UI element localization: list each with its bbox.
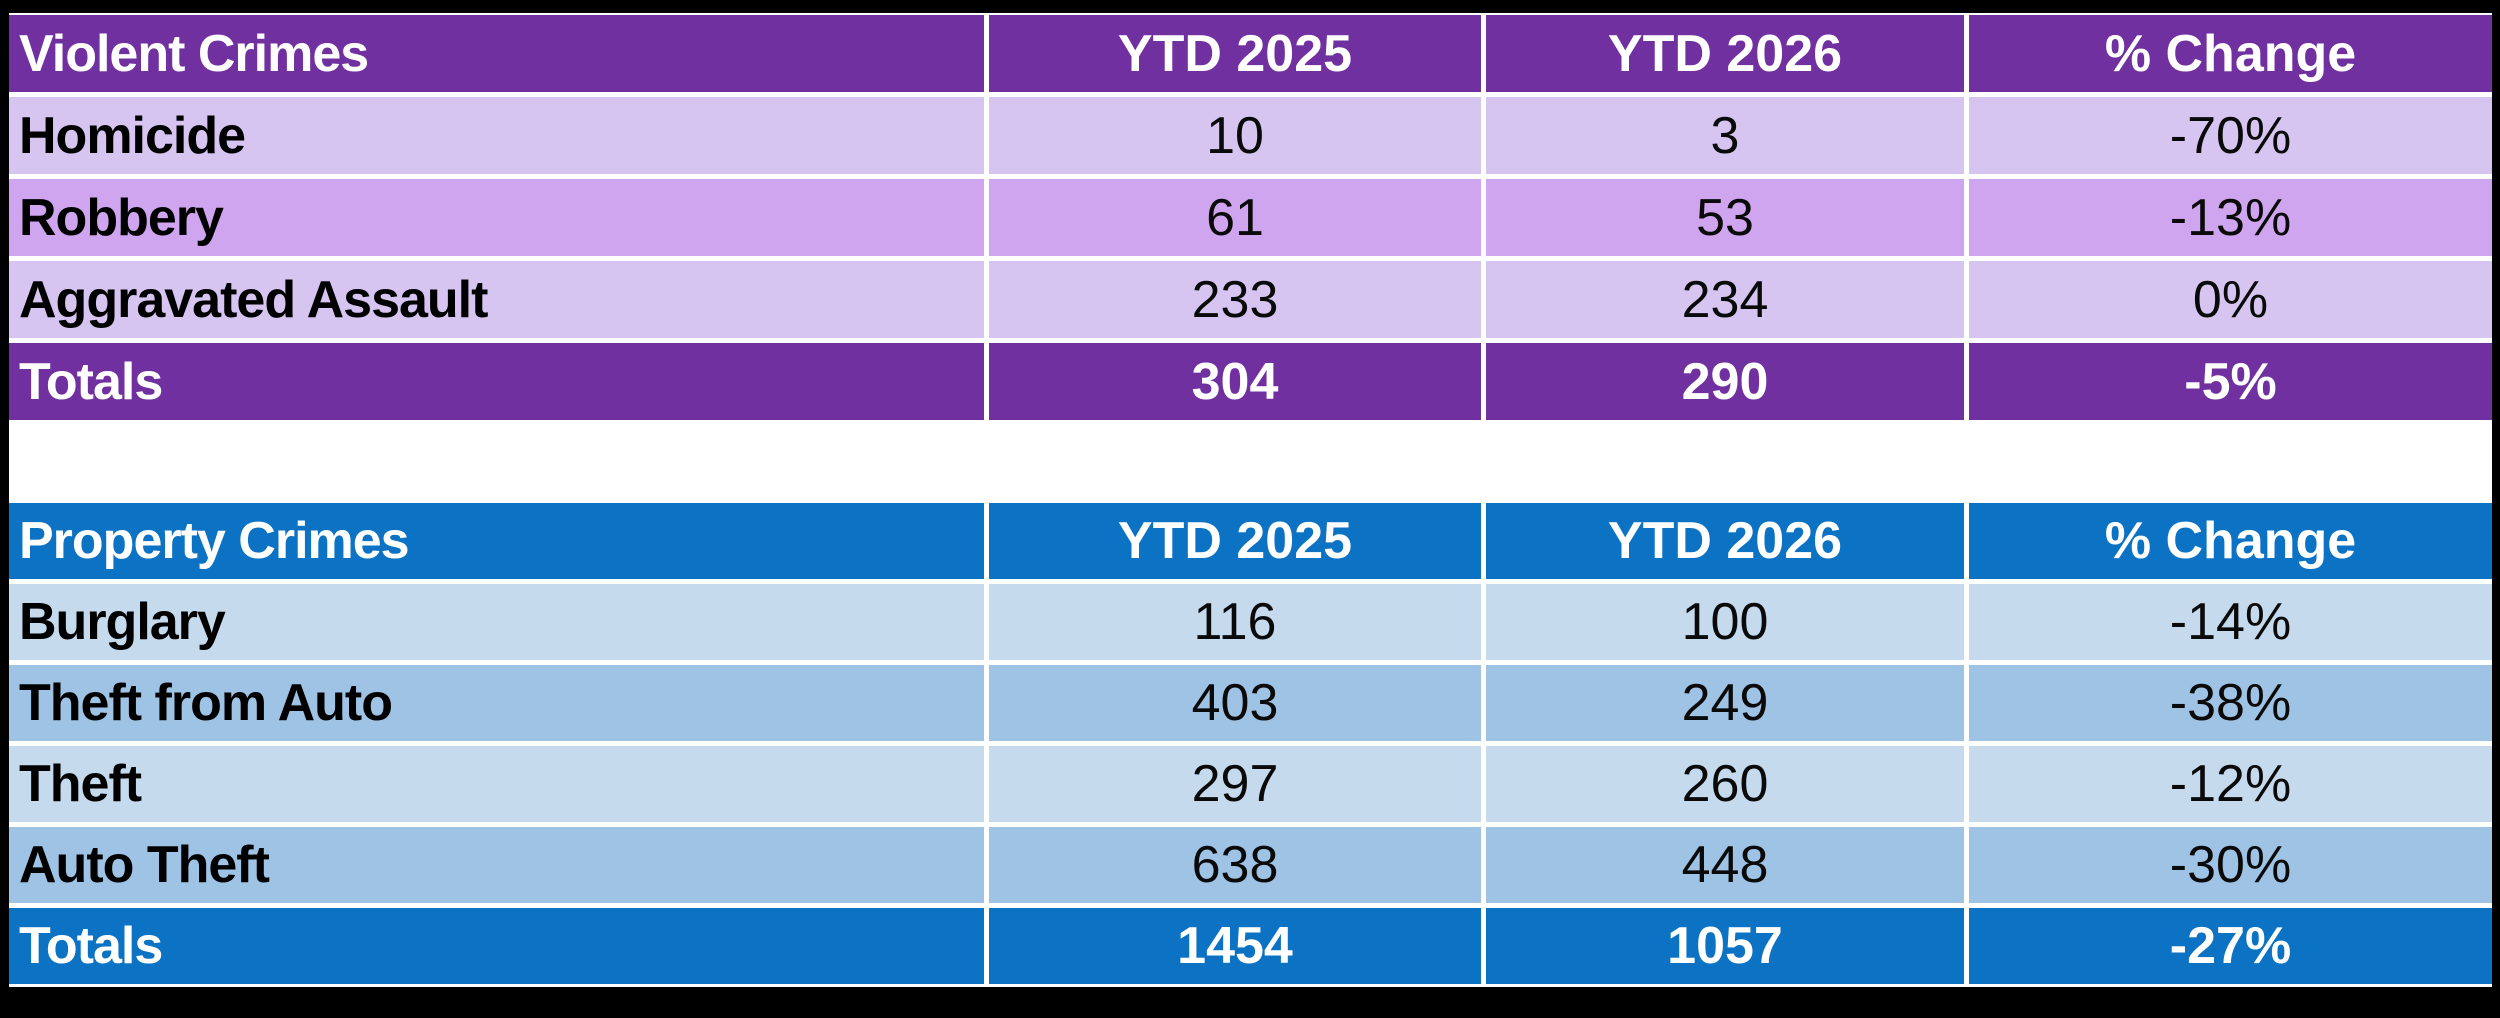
violent-totals-ytd-2025: 304 <box>989 343 1481 420</box>
property-totals-ytd-2025: 1454 <box>989 908 1481 984</box>
theft-pct-change: -12% <box>1969 746 2492 822</box>
property-totals-ytd-2026: 1057 <box>1486 908 1964 984</box>
homicide-label: Homicide <box>9 97 984 174</box>
violent-totals-label: Totals <box>9 343 984 420</box>
robbery-pct-change: -13% <box>1969 179 2492 256</box>
burglary-pct-change: -14% <box>1969 584 2492 660</box>
theft-from-auto-pct-change: -38% <box>1969 665 2492 741</box>
violent-crimes-table: Violent Crimes YTD 2025 YTD 2026 % Chang… <box>9 15 2492 420</box>
theft-from-auto-ytd-2026: 249 <box>1486 665 1964 741</box>
aggravated-assault-ytd-2026: 234 <box>1486 261 1964 338</box>
theft-ytd-2026: 260 <box>1486 746 1964 822</box>
theft-label: Theft <box>9 746 984 822</box>
robbery-ytd-2026: 53 <box>1486 179 1964 256</box>
property-header-ytd-2025: YTD 2025 <box>989 503 1481 579</box>
auto-theft-ytd-2026: 448 <box>1486 827 1964 903</box>
homicide-ytd-2025: 10 <box>989 97 1481 174</box>
aggravated-assault-pct-change: 0% <box>1969 261 2492 338</box>
auto-theft-pct-change: -30% <box>1969 827 2492 903</box>
burglary-ytd-2026: 100 <box>1486 584 1964 660</box>
property-header-pct-change: % Change <box>1969 503 2492 579</box>
property-crimes-table: Property Crimes YTD 2025 YTD 2026 % Chan… <box>9 503 2492 984</box>
violent-table-title: Violent Crimes <box>9 15 984 92</box>
theft-ytd-2025: 297 <box>989 746 1481 822</box>
auto-theft-label: Auto Theft <box>9 827 984 903</box>
aggravated-assault-ytd-2025: 233 <box>989 261 1481 338</box>
burglary-label: Burglary <box>9 584 984 660</box>
auto-theft-ytd-2025: 638 <box>989 827 1481 903</box>
aggravated-assault-label: Aggravated Assault <box>9 261 984 338</box>
property-totals-label: Totals <box>9 908 984 984</box>
property-table-title: Property Crimes <box>9 503 984 579</box>
homicide-pct-change: -70% <box>1969 97 2492 174</box>
violent-totals-ytd-2026: 290 <box>1486 343 1964 420</box>
property-totals-pct-change: -27% <box>1969 908 2492 984</box>
robbery-label: Robbery <box>9 179 984 256</box>
burglary-ytd-2025: 116 <box>989 584 1481 660</box>
homicide-ytd-2026: 3 <box>1486 97 1964 174</box>
theft-from-auto-label: Theft from Auto <box>9 665 984 741</box>
violent-totals-pct-change: -5% <box>1969 343 2492 420</box>
violent-header-ytd-2026: YTD 2026 <box>1486 15 1964 92</box>
property-header-ytd-2026: YTD 2026 <box>1486 503 1964 579</box>
slide-area: Violent Crimes YTD 2025 YTD 2026 % Chang… <box>9 13 2492 987</box>
violent-header-pct-change: % Change <box>1969 15 2492 92</box>
violent-header-ytd-2025: YTD 2025 <box>989 15 1481 92</box>
theft-from-auto-ytd-2025: 403 <box>989 665 1481 741</box>
robbery-ytd-2025: 61 <box>989 179 1481 256</box>
